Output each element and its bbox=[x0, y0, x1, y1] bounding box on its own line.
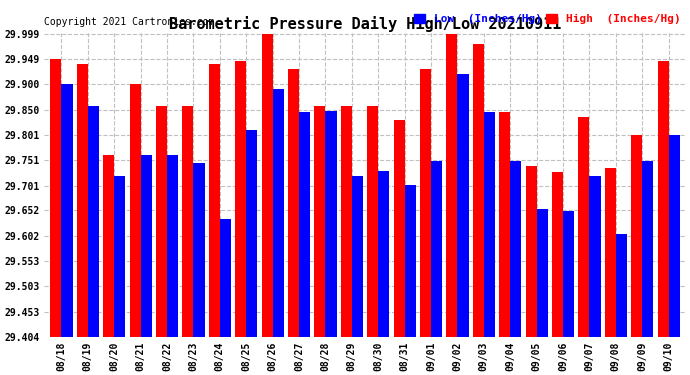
Bar bbox=[156, 106, 167, 337]
Bar bbox=[77, 64, 88, 337]
Bar bbox=[193, 163, 204, 337]
Bar bbox=[457, 74, 469, 337]
Bar bbox=[669, 135, 680, 337]
Bar bbox=[182, 106, 193, 337]
Bar bbox=[420, 69, 431, 337]
Text: Copyright 2021 Cartronics.com: Copyright 2021 Cartronics.com bbox=[44, 17, 215, 27]
Bar bbox=[315, 106, 326, 337]
Bar bbox=[616, 234, 627, 337]
Bar bbox=[589, 176, 600, 337]
Bar bbox=[658, 62, 669, 337]
Bar bbox=[115, 176, 126, 337]
Bar bbox=[262, 34, 273, 337]
Bar bbox=[631, 135, 642, 337]
Bar bbox=[299, 112, 310, 337]
Bar bbox=[141, 154, 152, 337]
Legend: Low  (Inches/Hg), High  (Inches/Hg): Low (Inches/Hg), High (Inches/Hg) bbox=[414, 14, 680, 24]
Bar bbox=[288, 69, 299, 337]
Bar bbox=[473, 44, 484, 337]
Bar bbox=[326, 111, 337, 337]
Bar bbox=[393, 120, 404, 337]
Bar bbox=[431, 160, 442, 337]
Bar bbox=[446, 34, 457, 337]
Bar bbox=[499, 112, 511, 337]
Bar bbox=[235, 62, 246, 337]
Bar bbox=[352, 176, 363, 337]
Bar bbox=[220, 219, 231, 337]
Bar bbox=[563, 211, 574, 337]
Bar bbox=[61, 84, 72, 337]
Bar bbox=[341, 106, 352, 337]
Bar bbox=[103, 154, 115, 337]
Bar bbox=[484, 112, 495, 337]
Bar bbox=[404, 184, 416, 337]
Bar bbox=[511, 160, 522, 337]
Title: Barometric Pressure Daily High/Low 20210911: Barometric Pressure Daily High/Low 20210… bbox=[169, 16, 561, 32]
Bar bbox=[604, 168, 616, 337]
Bar bbox=[167, 154, 178, 337]
Bar bbox=[209, 64, 220, 337]
Bar bbox=[88, 106, 99, 337]
Bar bbox=[378, 171, 389, 337]
Bar bbox=[246, 130, 257, 337]
Bar bbox=[578, 117, 589, 337]
Bar bbox=[642, 160, 653, 337]
Bar bbox=[50, 59, 61, 337]
Bar bbox=[367, 106, 378, 337]
Bar bbox=[130, 84, 141, 337]
Bar bbox=[273, 89, 284, 337]
Bar bbox=[537, 209, 548, 337]
Bar bbox=[552, 172, 563, 337]
Bar bbox=[526, 166, 537, 337]
